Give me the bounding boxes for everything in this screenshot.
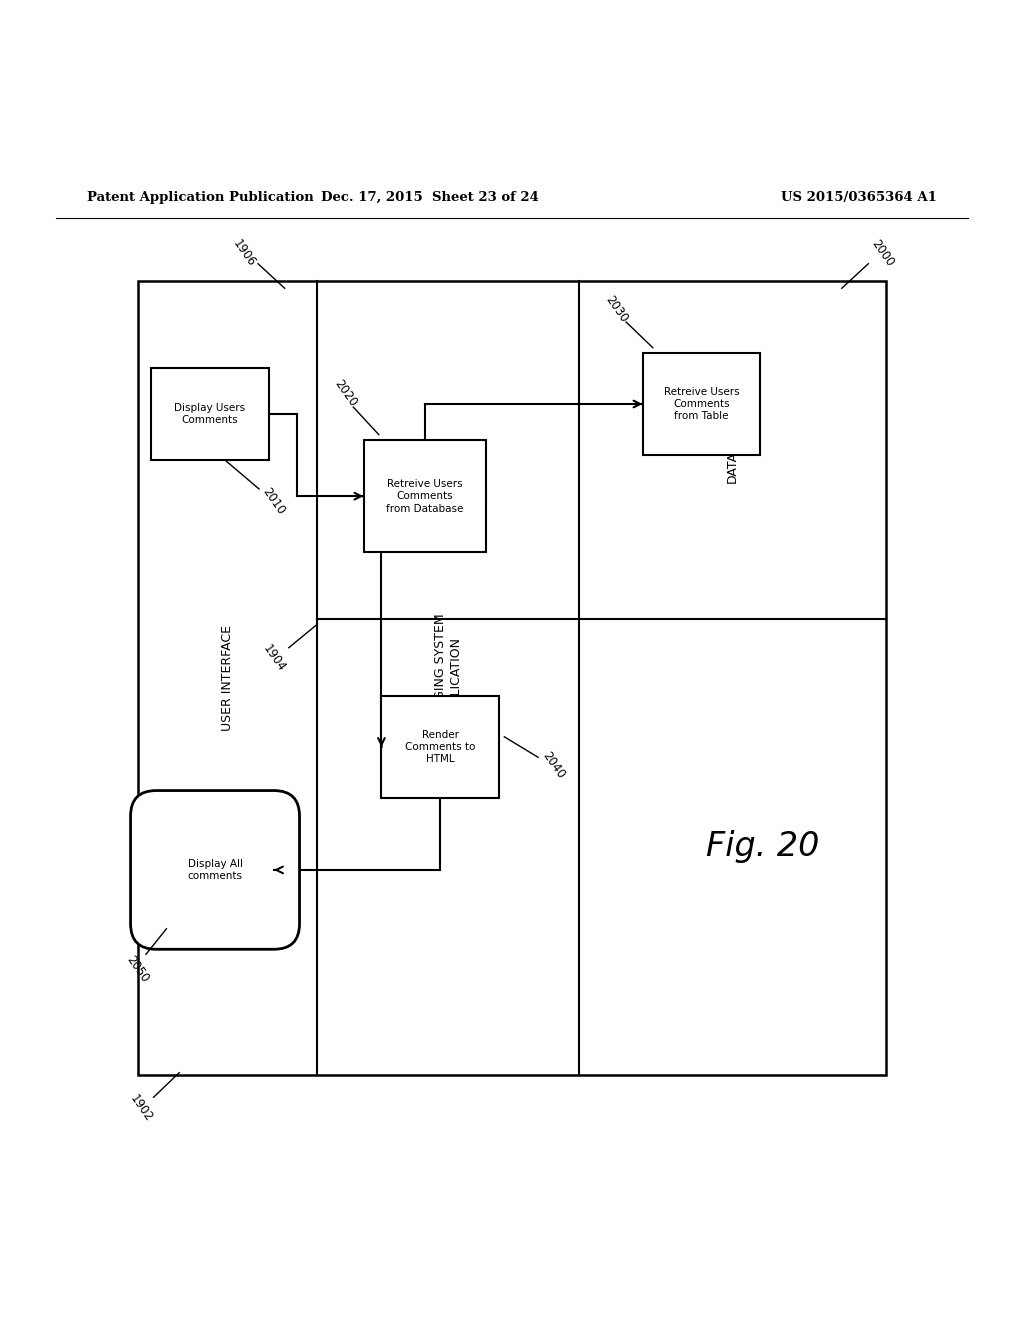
Text: 1904: 1904 <box>260 642 289 675</box>
Text: 2010: 2010 <box>259 486 288 517</box>
Text: Render
Comments to
HTML: Render Comments to HTML <box>406 730 475 764</box>
Text: 2050: 2050 <box>124 953 152 985</box>
Text: Display All
comments: Display All comments <box>187 859 243 882</box>
FancyBboxPatch shape <box>131 791 299 949</box>
Text: DATABASE: DATABASE <box>726 417 738 483</box>
Text: Display Users
Comments: Display Users Comments <box>174 403 246 425</box>
Text: Retreive Users
Comments
from Database: Retreive Users Comments from Database <box>386 479 464 513</box>
Bar <box>643 352 760 455</box>
Text: US 2015/0365364 A1: US 2015/0365364 A1 <box>781 190 937 203</box>
Text: 2040: 2040 <box>540 750 567 781</box>
Text: 2000: 2000 <box>869 238 896 269</box>
Bar <box>381 696 500 799</box>
Bar <box>138 281 886 1074</box>
Text: 2020: 2020 <box>331 376 359 409</box>
Text: USER INTERFACE: USER INTERFACE <box>221 624 234 731</box>
Text: Fig. 20: Fig. 20 <box>707 830 819 863</box>
Bar <box>364 440 486 553</box>
Bar <box>152 368 268 461</box>
Text: MESSAGING SYSTEM
APPLICATION: MESSAGING SYSTEM APPLICATION <box>433 612 463 743</box>
Text: Retreive Users
Comments
from Table: Retreive Users Comments from Table <box>664 387 739 421</box>
Text: Dec. 17, 2015  Sheet 23 of 24: Dec. 17, 2015 Sheet 23 of 24 <box>322 190 539 203</box>
Text: 1906: 1906 <box>229 238 258 269</box>
Text: 2030: 2030 <box>603 293 631 325</box>
Text: Patent Application Publication: Patent Application Publication <box>87 190 313 203</box>
Text: 1902: 1902 <box>127 1093 156 1125</box>
